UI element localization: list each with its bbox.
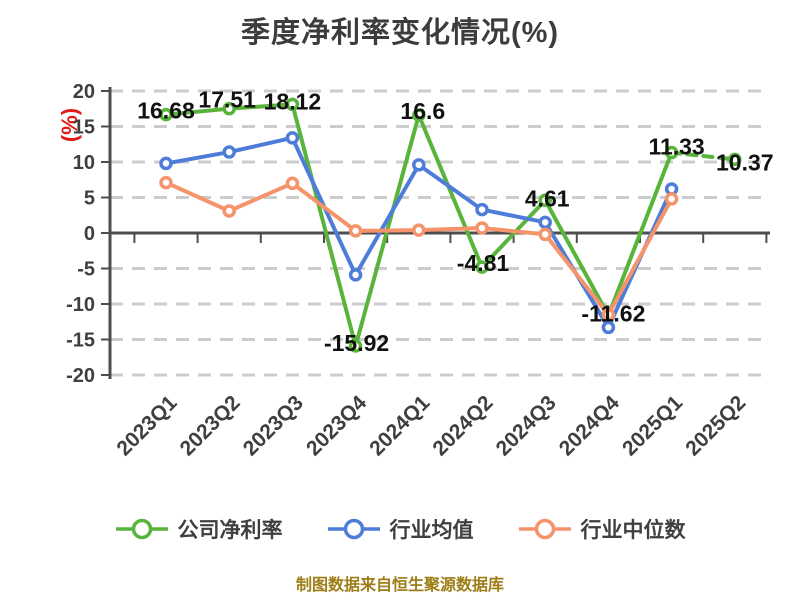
x-tick-label: 2024Q4 — [555, 391, 624, 460]
y-tick-label: 15 — [73, 117, 95, 139]
x-tick-label: 2024Q2 — [428, 391, 497, 460]
industry-average-point[interactable] — [159, 156, 173, 171]
industry-average-point[interactable] — [601, 320, 616, 335]
legend-marker-company-icon — [115, 518, 168, 540]
value-label: -15.92 — [324, 330, 389, 356]
y-tick-label: -15 — [66, 330, 95, 352]
y-tick-label: 0 — [84, 223, 95, 245]
value-label: 16.68 — [137, 98, 195, 124]
industry-median-point[interactable] — [601, 307, 616, 322]
legend-label-industry-average: 行业均值 — [389, 519, 474, 542]
value-label: -4.81 — [457, 250, 510, 276]
value-label: 16.6 — [400, 98, 445, 124]
industry-median-point[interactable] — [412, 223, 426, 237]
industry-average-point[interactable] — [475, 202, 489, 217]
x-tick-label: 2024Q3 — [492, 391, 561, 460]
company-net-margin-point[interactable] — [222, 101, 236, 116]
company-net-margin-point[interactable] — [412, 108, 426, 122]
legend-item-industry-average[interactable]: 行业均值 — [327, 514, 474, 544]
company-net-margin-point[interactable] — [159, 107, 173, 122]
y-tick-label: 5 — [84, 188, 95, 210]
footer-credit: 制图数据来自恒生聚源数据库 — [295, 577, 504, 594]
industry-average-point[interactable] — [538, 215, 552, 230]
company-net-margin-point[interactable] — [538, 193, 552, 208]
industry-median-point[interactable] — [222, 204, 236, 218]
legend-marker-industry-median-icon — [518, 518, 571, 540]
x-tick-label: 2025Q2 — [681, 391, 750, 460]
value-label: 18.12 — [264, 88, 322, 114]
value-label: -11.62 — [581, 301, 645, 327]
company-net-margin-point[interactable] — [348, 339, 363, 353]
company-net-margin-point[interactable] — [664, 145, 679, 160]
industry-average-point[interactable] — [348, 268, 363, 282]
x-tick-label: 2025Q1 — [618, 391, 687, 460]
y-tick-label: 10 — [73, 152, 95, 174]
x-tick-label: 2023Q3 — [239, 391, 308, 460]
x-tick-label: 2024Q1 — [365, 391, 434, 460]
y-tick-label: -5 — [77, 259, 95, 281]
x-tick-label: 2023Q4 — [302, 391, 371, 460]
x-tick-label: 2023Q1 — [112, 391, 181, 460]
value-label: 10.37 — [716, 149, 774, 175]
company-net-margin-point[interactable] — [475, 260, 489, 274]
legend-marker-industry-average-icon — [327, 518, 380, 540]
y-tick-label: -20 — [66, 365, 95, 387]
industry-average-point[interactable] — [285, 131, 300, 145]
company-net-margin-line-dashed-segment — [669, 150, 737, 162]
industry-median-point[interactable] — [348, 224, 363, 238]
chart-title: 季度净利率变化情况(%) — [240, 17, 560, 49]
industry-average-point[interactable] — [412, 158, 426, 172]
industry-median-point[interactable] — [538, 227, 552, 242]
y-tick-label: -10 — [66, 294, 95, 316]
industry-median-point[interactable] — [285, 176, 300, 191]
x-tick-label: 2023Q2 — [176, 391, 245, 460]
industry-median-point[interactable] — [475, 221, 489, 235]
industry-average-point[interactable] — [222, 145, 236, 159]
industry-median-point[interactable] — [159, 175, 173, 190]
legend-item-industry-median[interactable]: 行业中位数 — [518, 514, 686, 544]
legend-label-industry-median: 行业中位数 — [580, 519, 686, 542]
legend-label-company-net-margin: 公司净利率 — [177, 519, 283, 542]
value-label: 17.51 — [198, 87, 256, 113]
value-label: 11.33 — [648, 134, 704, 160]
company-net-margin-point[interactable] — [728, 152, 742, 167]
y-tick-label: 20 — [73, 81, 95, 103]
value-label: 4.61 — [525, 185, 570, 211]
company-net-margin-point[interactable] — [285, 97, 300, 112]
legend-item-company-net-margin[interactable]: 公司净利率 — [115, 514, 283, 544]
legend: 公司净利率 行业均值 行业中位数 — [0, 514, 800, 544]
industry-median-point[interactable] — [664, 192, 679, 206]
